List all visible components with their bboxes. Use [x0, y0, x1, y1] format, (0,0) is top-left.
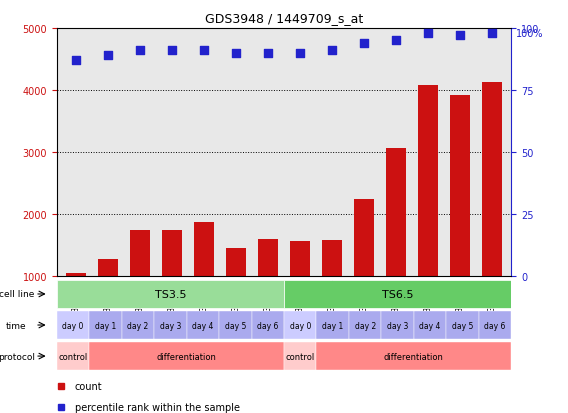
FancyBboxPatch shape: [316, 342, 511, 370]
Bar: [386, 149, 406, 339]
Text: day 1: day 1: [322, 321, 343, 330]
Text: control: control: [59, 352, 87, 361]
Bar: [194, 223, 214, 339]
FancyBboxPatch shape: [122, 311, 154, 339]
FancyBboxPatch shape: [57, 342, 89, 370]
FancyBboxPatch shape: [252, 311, 284, 339]
Text: day 0: day 0: [290, 321, 311, 330]
Bar: [227, 249, 245, 339]
Text: day 0: day 0: [62, 321, 83, 330]
Point: [264, 50, 273, 57]
FancyBboxPatch shape: [57, 311, 89, 339]
Point: [487, 31, 496, 37]
FancyBboxPatch shape: [284, 311, 316, 339]
Text: GDS3948 / 1449709_s_at: GDS3948 / 1449709_s_at: [205, 12, 363, 25]
Text: day 2: day 2: [127, 321, 149, 330]
Point: [360, 40, 369, 47]
Point: [295, 50, 304, 57]
FancyBboxPatch shape: [349, 311, 381, 339]
Text: differentiation: differentiation: [157, 352, 216, 361]
Bar: [258, 240, 278, 339]
Point: [456, 33, 465, 40]
Text: day 6: day 6: [257, 321, 278, 330]
FancyBboxPatch shape: [57, 280, 284, 308]
Text: 100%: 100%: [516, 29, 543, 39]
FancyBboxPatch shape: [89, 342, 284, 370]
Text: day 5: day 5: [452, 321, 473, 330]
Bar: [419, 86, 437, 339]
Text: differentiation: differentiation: [384, 352, 444, 361]
Point: [328, 48, 337, 55]
FancyBboxPatch shape: [89, 311, 122, 339]
Bar: [354, 199, 374, 339]
Point: [231, 50, 240, 57]
Point: [391, 38, 400, 45]
Point: [168, 48, 177, 55]
Bar: [162, 230, 182, 339]
Text: time: time: [6, 321, 27, 330]
Text: TS3.5: TS3.5: [154, 289, 186, 299]
Point: [135, 48, 144, 55]
Bar: [323, 241, 341, 339]
FancyBboxPatch shape: [381, 311, 414, 339]
Text: day 2: day 2: [354, 321, 376, 330]
Point: [72, 58, 81, 64]
FancyBboxPatch shape: [446, 311, 479, 339]
FancyBboxPatch shape: [187, 311, 219, 339]
Point: [103, 53, 112, 59]
Text: day 3: day 3: [160, 321, 181, 330]
Text: percentile rank within the sample: percentile rank within the sample: [75, 402, 240, 412]
Bar: [98, 259, 118, 339]
Bar: [131, 230, 149, 339]
Text: day 1: day 1: [95, 321, 116, 330]
Bar: [450, 96, 470, 339]
Text: day 4: day 4: [192, 321, 214, 330]
Text: count: count: [75, 381, 103, 391]
FancyBboxPatch shape: [284, 342, 316, 370]
FancyBboxPatch shape: [284, 280, 511, 308]
Point: [424, 31, 433, 37]
Text: cell line: cell line: [0, 290, 34, 299]
FancyBboxPatch shape: [414, 311, 446, 339]
Text: day 5: day 5: [224, 321, 246, 330]
FancyBboxPatch shape: [316, 311, 349, 339]
Text: day 6: day 6: [485, 321, 506, 330]
Point: [199, 48, 208, 55]
Bar: [66, 274, 86, 339]
Bar: [482, 83, 502, 339]
FancyBboxPatch shape: [154, 311, 187, 339]
FancyBboxPatch shape: [219, 311, 252, 339]
Bar: [290, 241, 310, 339]
Text: TS6.5: TS6.5: [382, 289, 414, 299]
FancyBboxPatch shape: [479, 311, 511, 339]
Text: day 3: day 3: [387, 321, 408, 330]
Text: protocol: protocol: [0, 352, 35, 361]
Text: control: control: [286, 352, 315, 361]
Text: day 4: day 4: [419, 321, 441, 330]
